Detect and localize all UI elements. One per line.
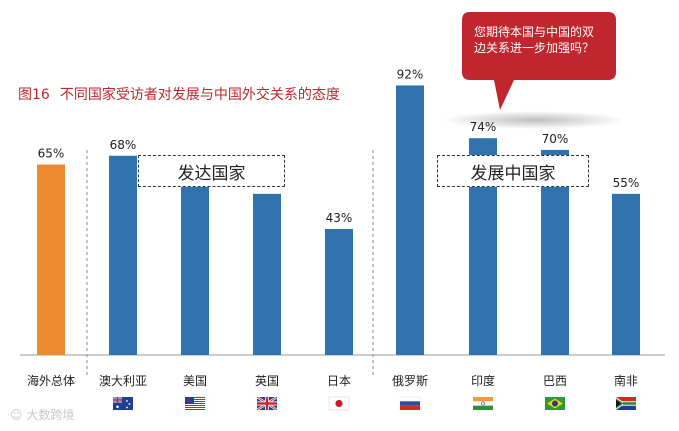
flag-brazil-icon — [545, 397, 565, 410]
flag-india-icon — [473, 397, 493, 410]
figure-title-text: 不同国家受访者对发展与中国外交关系的态度 — [59, 87, 340, 103]
flag-russia-icon — [399, 396, 421, 410]
weibo-icon: ☺ — [10, 408, 23, 422]
bar-0 — [37, 164, 65, 355]
speech-bubble — [442, 12, 626, 129]
watermark: ☺ 大数跨境 — [10, 406, 74, 423]
bubble-question: 您期待本国与中国的双边关系进一步加强吗？ — [474, 25, 595, 55]
value-label-6: 74% — [470, 120, 497, 134]
group-label-developing: 发展中国家 — [437, 155, 589, 187]
watermark-text: 大数跨境 — [26, 408, 75, 422]
flag-south-africa-icon — [616, 397, 636, 410]
group-label-developed: 发达国家 — [138, 155, 285, 187]
bar-1 — [109, 155, 137, 355]
value-label-8: 55% — [613, 176, 640, 190]
category-label-7: 巴西 — [543, 374, 567, 388]
value-label-1: 68% — [110, 138, 137, 152]
value-label-0: 65% — [38, 147, 65, 161]
value-label-7: 70% — [542, 132, 569, 146]
figure-title: 图16 不同国家受访者对发展与中国外交关系的态度 — [18, 84, 340, 104]
category-label-8: 南非 — [614, 373, 638, 388]
category-label-1: 澳大利亚 — [99, 374, 147, 388]
category-label-0: 海外总体 — [27, 373, 75, 388]
category-label-3: 英国 — [255, 374, 279, 388]
bar-8 — [612, 193, 640, 355]
category-label-4: 日本 — [327, 374, 351, 388]
bar-3 — [253, 193, 281, 355]
flag-usa-icon — [185, 397, 205, 410]
category-label-5: 俄罗斯 — [392, 374, 428, 388]
category-label-6: 印度 — [471, 373, 495, 388]
flag-australia-icon — [113, 397, 133, 410]
bar-2 — [181, 176, 209, 355]
flag-japan-icon — [328, 396, 350, 411]
value-label-5: 92% — [397, 67, 424, 81]
bar-4 — [325, 229, 353, 355]
bubble-shape — [462, 12, 616, 110]
bar-5 — [396, 85, 424, 355]
category-label-2: 美国 — [183, 374, 207, 388]
figure-number: 图16 — [18, 87, 50, 103]
flag-uk-icon — [256, 395, 278, 412]
value-label-4: 43% — [326, 211, 353, 225]
